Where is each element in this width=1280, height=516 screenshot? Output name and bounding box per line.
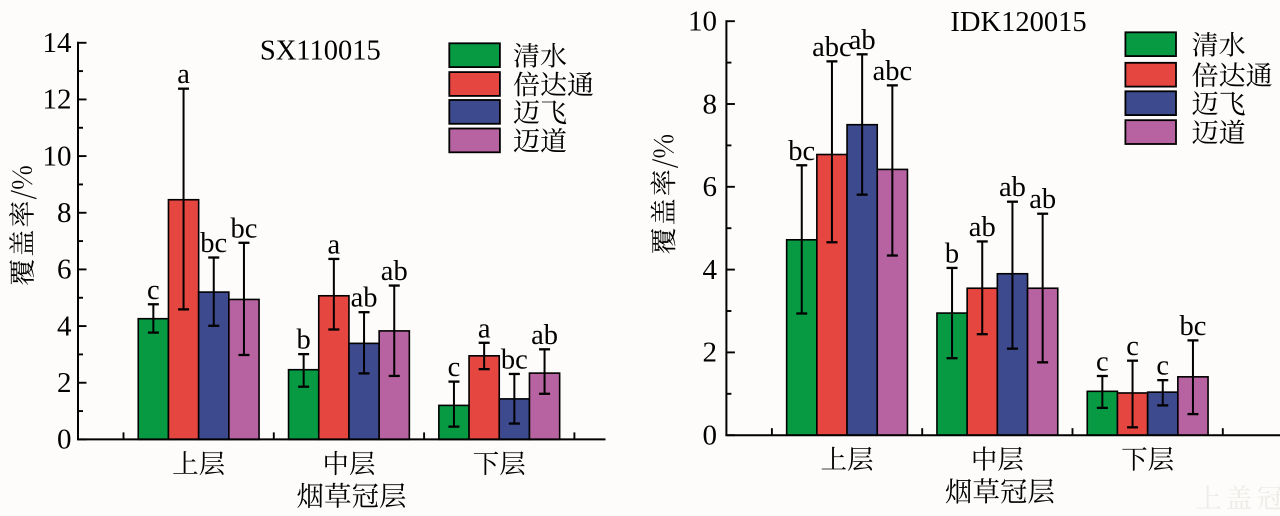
svg-text:ab: ab: [351, 283, 378, 314]
svg-text:abc: abc: [812, 32, 852, 63]
svg-text:0: 0: [703, 419, 718, 451]
svg-text:ab: ab: [999, 172, 1026, 203]
svg-text:4: 4: [703, 254, 718, 286]
svg-text:a: a: [478, 313, 491, 344]
svg-text:a: a: [328, 229, 341, 260]
svg-text:SX110015: SX110015: [260, 36, 381, 67]
svg-text:ab: ab: [849, 25, 876, 56]
svg-text:0: 0: [57, 424, 72, 456]
svg-text:10: 10: [43, 140, 72, 172]
svg-text:bc: bc: [200, 228, 227, 259]
svg-text:ab: ab: [969, 212, 996, 243]
svg-text:ab: ab: [381, 256, 408, 287]
svg-text:IDK120015: IDK120015: [950, 7, 1086, 38]
svg-text:2: 2: [57, 367, 72, 399]
svg-text:bc: bc: [230, 213, 257, 244]
svg-text:c: c: [448, 352, 461, 383]
svg-text:b: b: [297, 325, 311, 356]
svg-text:6: 6: [57, 254, 72, 286]
svg-text:14: 14: [43, 27, 73, 59]
svg-text:ab: ab: [1029, 184, 1056, 215]
svg-text:c: c: [147, 275, 160, 306]
svg-text:a: a: [177, 59, 190, 90]
svg-text:ab: ab: [531, 320, 558, 351]
svg-text:bc: bc: [788, 136, 815, 167]
svg-text:bc: bc: [1179, 311, 1206, 342]
svg-text:8: 8: [57, 197, 72, 229]
svg-text:abc: abc: [873, 56, 913, 87]
svg-text:c: c: [1096, 347, 1109, 378]
svg-text:bc: bc: [501, 344, 528, 375]
svg-text:10: 10: [688, 5, 717, 37]
svg-text:b: b: [945, 238, 959, 269]
svg-text:4: 4: [57, 310, 72, 342]
svg-text:c: c: [1156, 351, 1169, 382]
svg-text:6: 6: [703, 171, 718, 203]
svg-text:c: c: [1126, 331, 1139, 362]
svg-text:8: 8: [703, 88, 718, 120]
svg-text:12: 12: [43, 84, 72, 116]
svg-text:2: 2: [703, 337, 718, 369]
